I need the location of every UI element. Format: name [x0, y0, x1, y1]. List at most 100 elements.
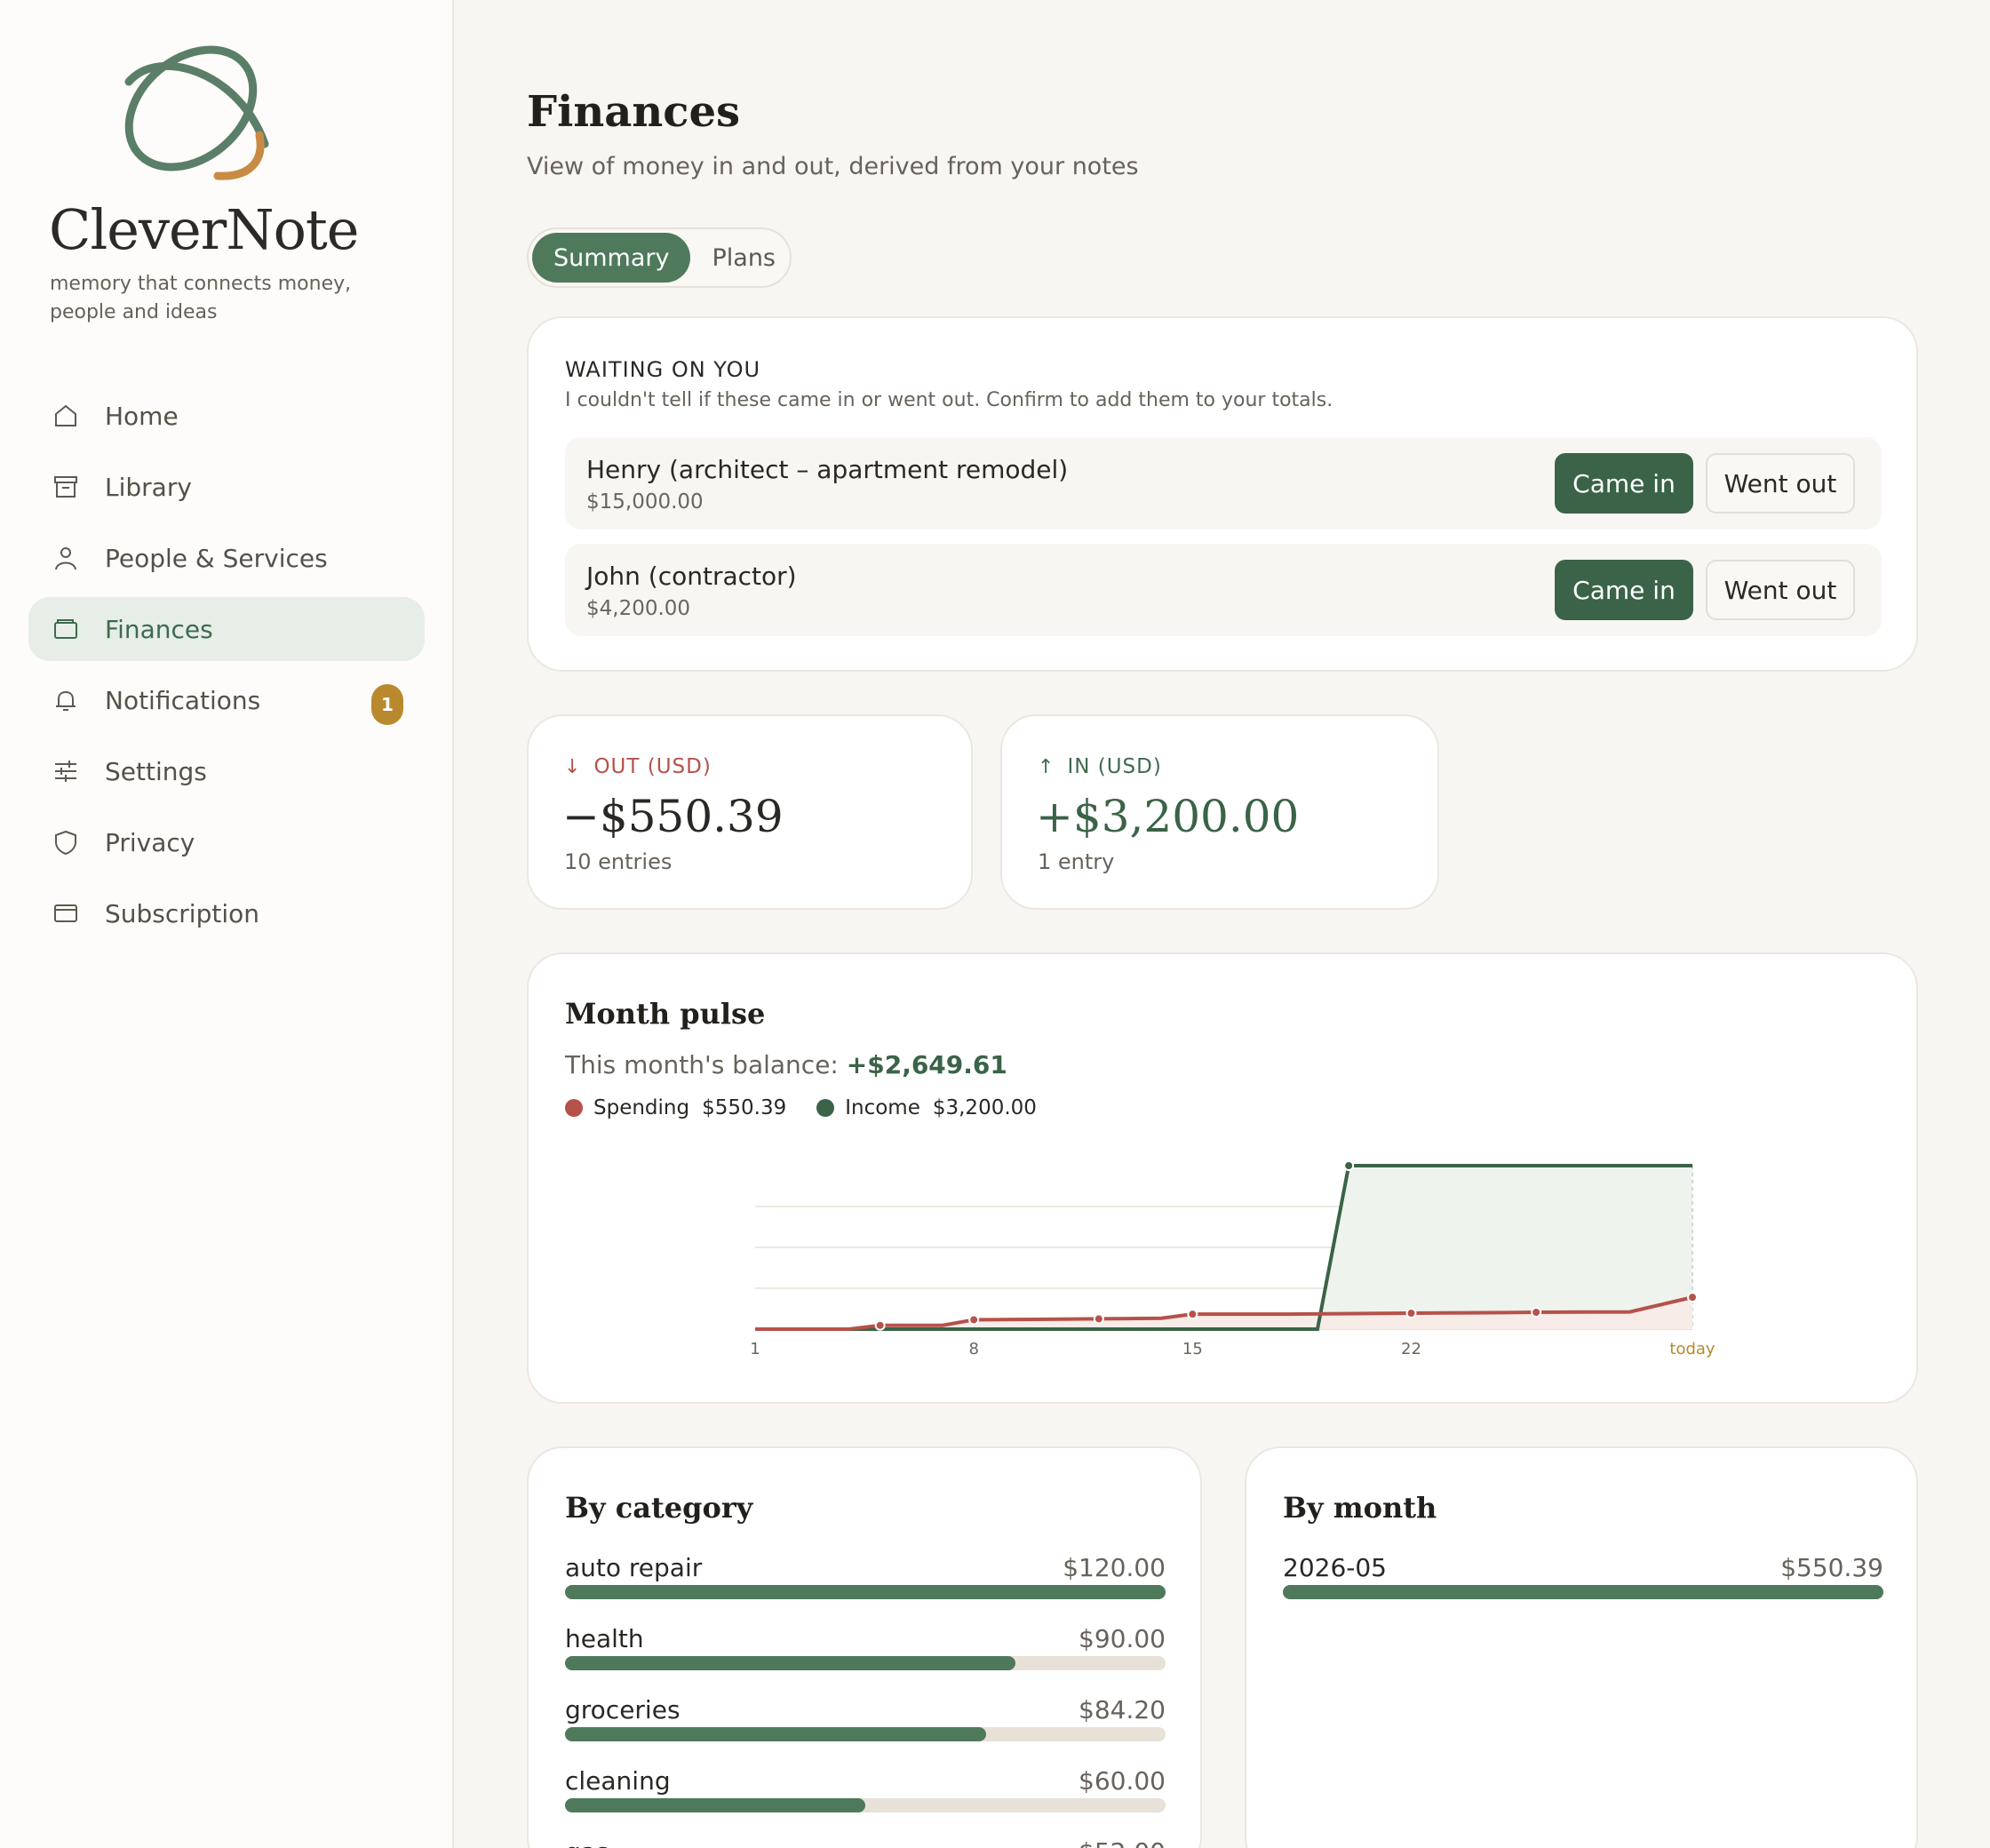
by-category-title: By category [565, 1491, 753, 1525]
archive-icon [50, 471, 82, 503]
sidebar-item-label: Notifications [105, 685, 261, 715]
bar-fill [565, 1585, 1166, 1599]
bar-fill [565, 1798, 865, 1812]
brand-tagline: memory that connects money, people and i… [50, 273, 352, 323]
chart-legend: Spending $550.39 Income $3,200.00 [565, 1096, 1067, 1119]
came-in-button[interactable]: Came in [1555, 453, 1693, 514]
sidebar-item-label: Library [105, 472, 192, 502]
income-legend-dot [816, 1099, 835, 1117]
pending-item-name: John (contractor) [586, 562, 797, 591]
bar-fill [565, 1656, 1015, 1670]
bell-icon [50, 684, 82, 716]
bar-label: groceries [565, 1695, 681, 1725]
spending-legend-value: $550.39 [702, 1096, 787, 1119]
out-label: ↓ OUT (USD) [564, 755, 712, 778]
income-legend-label: Income [845, 1096, 920, 1119]
sidebar: CleverNote memory that connects money, p… [0, 0, 454, 1848]
sidebar-item-settings[interactable]: Settings [28, 739, 425, 803]
income-point [1343, 1160, 1355, 1171]
bar-track [1283, 1585, 1883, 1599]
income-legend-value: $3,200.00 [932, 1096, 1037, 1119]
went-out-button[interactable]: Went out [1706, 453, 1855, 514]
page-title: Finances [527, 87, 740, 137]
tab-plans[interactable]: Plans [712, 243, 776, 272]
in-value: +$3,200.00 [1036, 791, 1300, 842]
x-tick-label: 8 [968, 1340, 978, 1358]
sidebar-item-library[interactable]: Library [28, 455, 425, 519]
went-out-button[interactable]: Went out [1706, 560, 1855, 620]
spending-line [755, 1295, 1693, 1331]
clevernote-logo-icon [124, 45, 269, 180]
x-tick-label: 22 [1401, 1340, 1421, 1358]
waiting-on-you-card: WAITING ON YOU I couldn't tell if these … [527, 316, 1918, 672]
sidebar-item-label: People & Services [105, 543, 328, 573]
sidebar-item-label: Finances [105, 614, 213, 644]
out-label-text: OUT (USD) [593, 755, 712, 778]
sidebar-item-privacy[interactable]: Privacy [28, 810, 425, 874]
bar-row: gas $52.00 [565, 1837, 1166, 1848]
spending-point [1187, 1309, 1198, 1320]
month-balance-value: +$2,649.61 [846, 1050, 1007, 1079]
sidebar-item-people-services[interactable]: People & Services [28, 526, 425, 590]
month-pulse-title: Month pulse [565, 997, 766, 1031]
bar-row: health $90.00 [565, 1624, 1166, 1674]
bar-fill [565, 1727, 986, 1741]
bar-label: 2026-05 [1283, 1553, 1387, 1582]
by-month-card: By month 2026-05 $550.39 [1245, 1446, 1918, 1848]
bar-track [565, 1727, 1166, 1741]
bar-label: health [565, 1624, 644, 1653]
pending-item-amount: $4,200.00 [586, 597, 691, 620]
month-pulse-chart: 1 8 15 22 today [750, 1160, 1715, 1358]
out-entry-count: 10 entries [564, 849, 673, 874]
person-icon [50, 542, 82, 574]
sidebar-item-label: Privacy [105, 827, 195, 857]
arrow-down-icon: ↓ [564, 755, 582, 778]
spending-point [1687, 1292, 1698, 1303]
sidebar-item-label: Settings [105, 756, 207, 786]
spending-legend-label: Spending [593, 1096, 690, 1119]
came-in-button[interactable]: Came in [1555, 560, 1693, 620]
bar-track [565, 1798, 1166, 1812]
x-tick-label: 1 [750, 1340, 760, 1358]
spending-point [1093, 1313, 1104, 1325]
month-balance: This month's balance: +$2,649.61 [565, 1050, 1007, 1079]
spending-point [1405, 1308, 1417, 1319]
bar-track [565, 1585, 1166, 1599]
bar-label: gas [565, 1837, 609, 1848]
pending-item-name: Henry (architect – apartment remodel) [586, 455, 1069, 484]
home-icon [50, 400, 82, 432]
in-label-text: IN (USD) [1067, 755, 1162, 778]
bar-value: $90.00 [1079, 1624, 1166, 1653]
sidebar-nav: Home Library People & Services Finances … [28, 384, 425, 952]
bar-value: $120.00 [1063, 1553, 1166, 1582]
out-value: −$550.39 [562, 791, 784, 842]
pending-item-amount: $15,000.00 [586, 490, 704, 514]
sidebar-item-label: Subscription [105, 898, 259, 928]
sliders-icon [50, 755, 82, 787]
in-total-card: ↑ IN (USD) +$3,200.00 1 entry [1000, 714, 1439, 910]
bar-fill [1283, 1585, 1883, 1599]
x-tick-label: today [1669, 1340, 1715, 1358]
bar-value: $60.00 [1079, 1766, 1166, 1796]
bar-track [565, 1656, 1166, 1670]
income-line [755, 1164, 1692, 1331]
card-icon [50, 897, 82, 929]
spending-point [968, 1314, 980, 1326]
view-tabs: Summary Plans [527, 227, 792, 288]
sidebar-item-home[interactable]: Home [28, 384, 425, 448]
waiting-title: WAITING ON YOU [565, 357, 761, 382]
tab-summary[interactable]: Summary [532, 233, 691, 283]
by-month-title: By month [1283, 1491, 1437, 1525]
bar-row: 2026-05 $550.39 [1283, 1553, 1883, 1603]
bar-value: $84.20 [1079, 1695, 1166, 1725]
sidebar-item-subscription[interactable]: Subscription [28, 881, 425, 945]
wallet-icon [50, 613, 82, 645]
sidebar-item-finances[interactable]: Finances [28, 597, 425, 661]
month-pulse-card: 1 8 15 22 today Month pulse This month's bal… [527, 952, 1918, 1404]
bar-value: $550.39 [1780, 1553, 1883, 1582]
sidebar-item-notifications[interactable]: Notifications 1 [28, 668, 425, 732]
spending-point [874, 1319, 886, 1331]
in-entry-count: 1 entry [1038, 849, 1115, 874]
out-total-card: ↓ OUT (USD) −$550.39 10 entries [527, 714, 973, 910]
arrow-up-icon: ↑ [1038, 755, 1055, 778]
